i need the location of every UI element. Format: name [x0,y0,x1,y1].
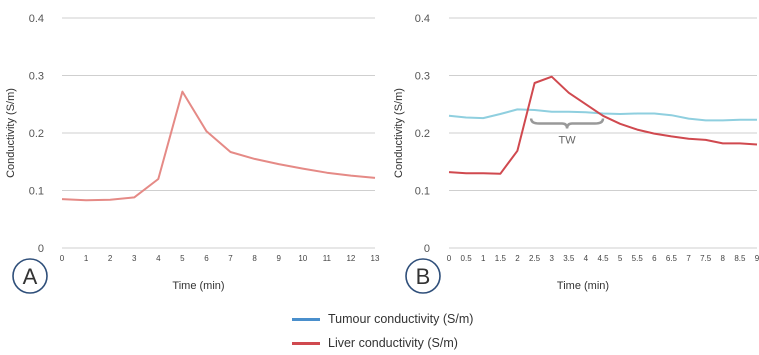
x-tick-label: 4 [584,254,589,263]
y-axis-title: Conductivity (S/m) [393,88,405,178]
series-line-tumour [448,108,757,122]
x-tick-label: 5 [618,254,623,263]
x-tick-label: 6 [204,254,209,263]
legend-item-liver: Liver conductivity (S/m) [292,331,473,355]
x-tick-label: 2 [515,254,520,263]
x-tick-label: 8 [721,254,726,263]
y-tick-label: 0.3 [29,71,44,83]
x-axis-title: Time (min) [172,280,224,292]
x-tick-label: 10 [298,254,307,263]
x-tick-label: 5 [180,254,185,263]
series-line-liver [448,75,758,175]
x-tick-label: 11 [323,254,332,263]
x-tick-label: 7.5 [700,254,712,263]
y-tick-label: 0.3 [415,71,430,83]
y-tick-label: 0.4 [29,13,44,25]
y-tick-label: 0 [38,243,44,255]
x-tick-label: 13 [371,254,380,263]
x-tick-label: 3 [549,254,554,263]
x-tick-label: 6 [652,254,657,263]
x-tick-label: 1 [481,254,486,263]
panel-label-circle [405,258,441,294]
x-tick-label: 2 [108,254,113,263]
legend-label-liver: Liver conductivity (S/m) [328,336,458,350]
x-tick-label: 8 [252,254,257,263]
legend-label-tumour: Tumour conductivity (S/m) [328,312,474,326]
x-tick-label: 3.5 [563,254,575,263]
series-line-liver [61,90,376,202]
x-tick-label: 8.5 [734,254,746,263]
x-axis-title: Time (min) [557,280,609,292]
panel-b: 0 0.1 0.2 0.3 0.4 0 0.5 1 1.5 2 2.5 3 3.5 4 4.5 5 5.5 6 6.… [393,13,759,294]
x-tick-label: 7 [686,254,691,263]
x-tick-label: 2.5 [529,254,541,263]
x-tick-label: 0.5 [461,254,473,263]
y-tick-label: 0.1 [415,186,430,198]
panel-label: A [23,264,38,289]
x-tick-label: 7 [228,254,233,263]
x-tick-label: 9 [276,254,281,263]
x-tick-label: 3 [132,254,137,263]
y-tick-label: 0.2 [415,128,430,140]
panel-a: 00.10.20.30.40 1 2 3 4 5 6 7 8 9 10 11 12 13Conductiv… [5,13,380,294]
x-tick-label: 1.5 [495,254,507,263]
legend-item-tumour: Tumour conductivity (S/m) [292,307,473,331]
x-tick-label: 1 [84,254,89,263]
panel-label: B [416,264,431,289]
y-axis-title: Conductivity (S/m) [5,88,17,178]
y-tick-label: 0.1 [29,186,44,198]
x-tick-label: 9 [755,254,759,263]
x-tick-label: 0 [447,254,452,263]
x-tick-label: 6.5 [666,254,678,263]
x-tick-label: 4.5 [597,254,609,263]
legend-swatch-liver [292,341,320,345]
x-tick-label: 5.5 [632,254,644,263]
panel-label-circle [12,258,48,294]
legend-swatch-tumour [292,317,320,321]
annotation-label: TW [559,135,577,147]
y-tick-label: 0.4 [415,13,430,25]
x-tick-label: 12 [346,254,355,263]
x-tick-label: 4 [156,254,161,263]
x-tick-label: 0 [60,254,65,263]
y-tick-label: 0.2 [29,128,44,140]
y-tick-label: 0 [424,243,430,255]
brace-annotation [529,118,605,129]
legend: Tumour conductivity (S/m) Liver conducti… [292,307,473,355]
